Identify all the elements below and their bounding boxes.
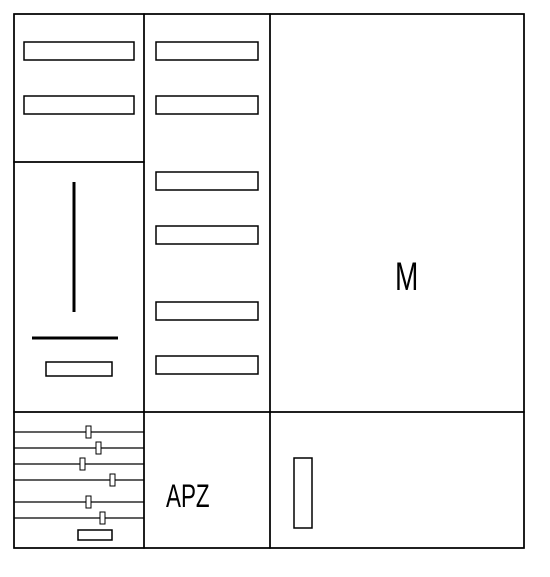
rect-c3-slot (294, 458, 312, 528)
rect-col1-mid (14, 162, 144, 412)
rect-c2-slot6 (156, 356, 258, 374)
rect-c1-slot3 (46, 362, 112, 376)
rect-c2-slot5 (156, 302, 258, 320)
rect-c2-slot4 (156, 226, 258, 244)
label-apz: APZ (166, 478, 210, 515)
rect-c2-slot2 (156, 96, 258, 114)
tick-tick4 (110, 474, 115, 486)
tick-tick6 (100, 512, 105, 524)
rect-c1b-slot (78, 530, 112, 540)
tick-tick5 (86, 496, 91, 508)
rect-col1-top (14, 14, 144, 162)
tick-tick2 (96, 442, 101, 454)
rect-col2-top (144, 14, 270, 412)
rect-c2-slot3 (156, 172, 258, 190)
rect-c2-slot1 (156, 42, 258, 60)
tick-tick3 (80, 458, 85, 470)
rect-col3-top (270, 14, 524, 412)
rect-c1-slot2 (24, 96, 134, 114)
rect-outer (14, 14, 524, 548)
diagram-svg (0, 0, 550, 577)
panel-diagram: M APZ (0, 0, 550, 577)
rect-c1-slot1 (24, 42, 134, 60)
label-m: M (395, 255, 418, 300)
tick-tick1 (86, 426, 91, 438)
